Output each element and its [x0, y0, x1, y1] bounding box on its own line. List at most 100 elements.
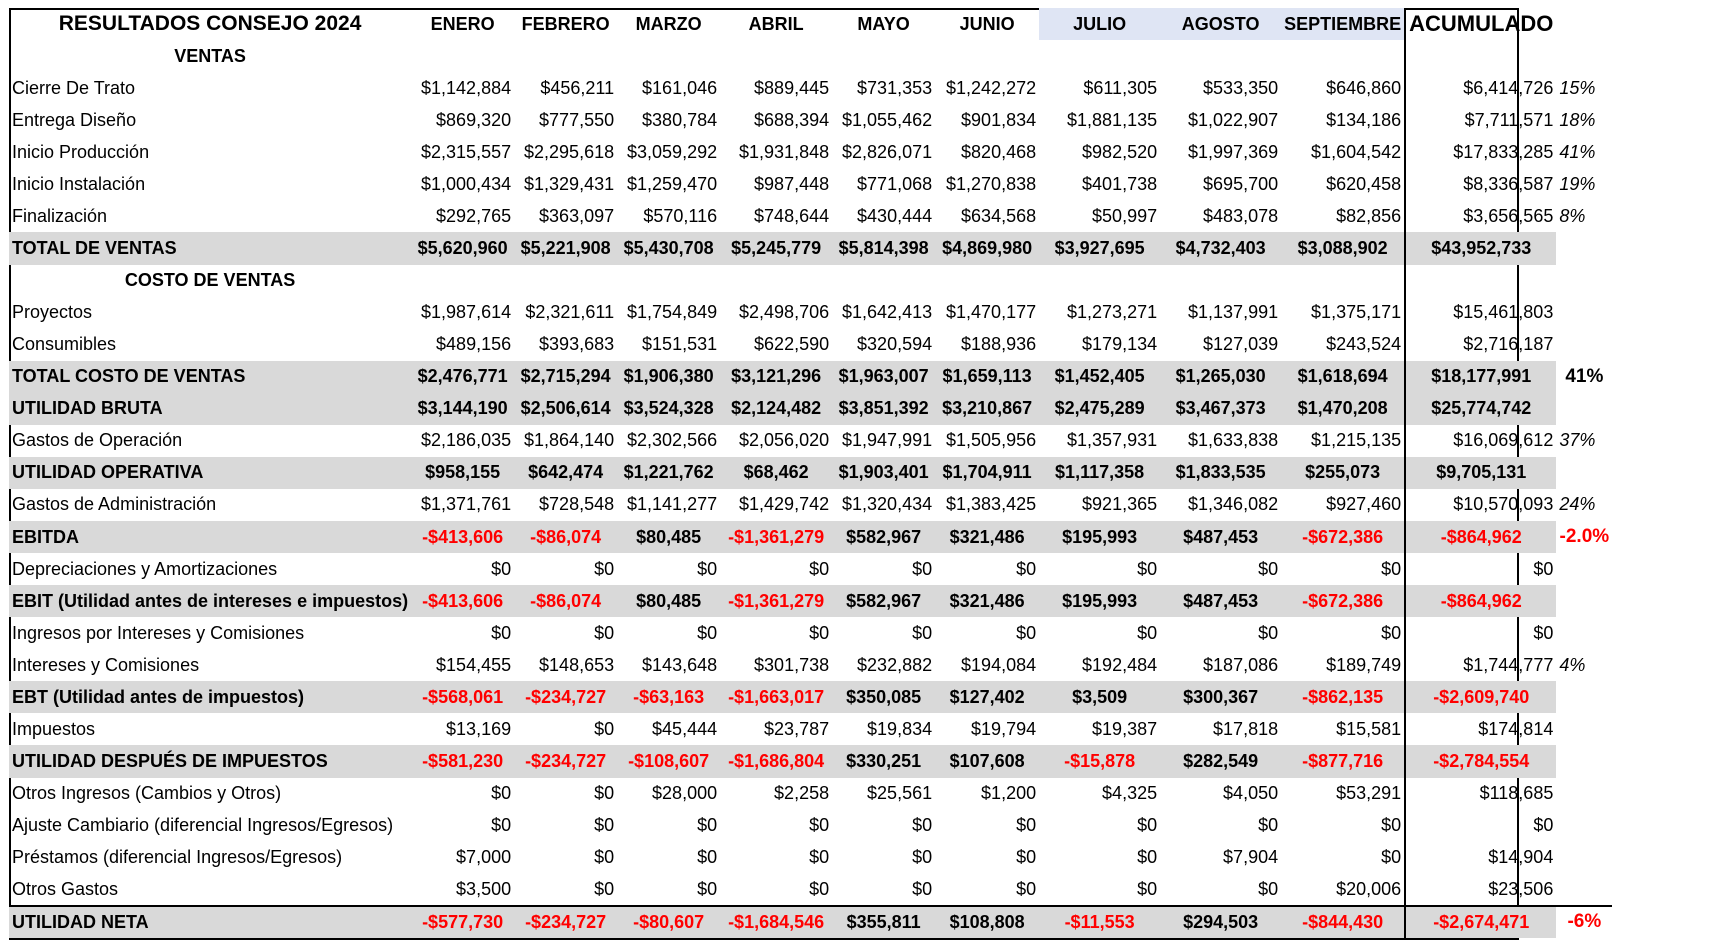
acumulado-value: $2,716,187 [1404, 328, 1557, 361]
percent-value: 24% [1559, 494, 1596, 515]
month-value: $134,186 [1326, 109, 1402, 130]
month-value: $255,073 [1281, 456, 1406, 489]
month-value: $0 [594, 718, 615, 739]
month-value: $127,039 [1203, 334, 1279, 355]
month-value: $0 [809, 815, 830, 836]
month-value: $0 [809, 847, 830, 868]
month-value: $0 [912, 622, 933, 643]
month-value: $3,851,392 [832, 392, 936, 425]
month-value: $7,000 [456, 847, 512, 868]
acumulado-value: $8,336,587 [1404, 168, 1557, 201]
month-value: $2,124,482 [720, 392, 833, 425]
month-value: $1,141,277 [627, 494, 718, 515]
month-value: $50,997 [1092, 205, 1158, 226]
percent-value [1556, 874, 1612, 906]
row-label: Intereses y Comisiones [12, 654, 200, 675]
acumulado-value: $14,904 [1404, 841, 1557, 874]
month-value: $0 [1016, 622, 1037, 643]
empty-cell [411, 265, 514, 297]
month-value: $1,273,271 [1067, 302, 1158, 323]
empty-cell [1556, 40, 1612, 72]
month-value: $487,453 [1160, 585, 1282, 618]
percent-value: 18% [1559, 109, 1596, 130]
percent-value [1556, 778, 1612, 810]
month-value: -$1,361,279 [720, 521, 833, 554]
empty-cell [1039, 265, 1160, 297]
month-value: $19,834 [867, 718, 933, 739]
month-value: $1,000,434 [421, 173, 512, 194]
month-value: $45,444 [652, 718, 718, 739]
month-value: $2,506,614 [514, 392, 618, 425]
month-value: $1,346,082 [1188, 494, 1279, 515]
total-row: TOTAL DE VENTAS $5,620,960 $5,221,908 $5,43… [9, 232, 1612, 265]
section-label: VENTAS [174, 45, 246, 66]
month-value: $1,429,742 [739, 494, 830, 515]
month-value: $393,683 [539, 334, 615, 355]
month-value: $0 [912, 558, 933, 579]
month-header-septiembre: SEPTIEMBRE [1281, 8, 1406, 41]
month-value: $82,856 [1336, 205, 1402, 226]
row-label: Consumibles [12, 334, 117, 355]
month-value: $80,485 [617, 585, 721, 618]
empty-cell [514, 40, 617, 72]
month-value: $2,295,618 [524, 141, 615, 162]
empty-cell [1404, 40, 1557, 73]
month-value: $1,642,413 [842, 302, 933, 323]
acumulado-value: $15,461,803 [1404, 296, 1557, 329]
month-value: $2,302,566 [627, 430, 718, 451]
table-row: Ingresos por Intereses y Comisiones $0 $0 $… [9, 617, 1612, 650]
month-value: $533,350 [1203, 77, 1279, 98]
month-value: -$86,074 [514, 521, 618, 554]
month-value: $582,967 [832, 521, 936, 554]
acumulado-value: $43,952,733 [1404, 232, 1557, 265]
empty-cell [720, 40, 832, 72]
empty-cell [832, 40, 935, 72]
acumulado-value: $18,177,991 [1404, 360, 1557, 393]
percent-value [1556, 713, 1612, 745]
month-value: $0 [697, 558, 718, 579]
month-value: $0 [1381, 847, 1402, 868]
month-value: -$234,727 [514, 904, 618, 938]
acumulado-value: $1,744,777 [1404, 649, 1557, 682]
month-value: $0 [491, 622, 512, 643]
table-row: Intereses y Comisiones $154,455 $148,653 $1… [9, 649, 1612, 682]
results-table: RESULTADOS CONSEJO 2024 ENERO FEBRERO MA… [9, 8, 1613, 938]
month-value: $1,259,470 [627, 173, 718, 194]
table-row: Consumibles $489,156 $393,683 $151,531 $622,… [9, 328, 1612, 361]
month-value: $151,531 [642, 334, 718, 355]
acumulado-value: $6,414,726 [1404, 72, 1557, 105]
percent-value [1556, 810, 1612, 842]
month-value: $1,963,007 [832, 360, 936, 393]
month-value: $2,826,071 [842, 141, 933, 162]
acumulado-value: $3,656,565 [1404, 200, 1557, 233]
month-value: -$862,135 [1281, 681, 1406, 714]
row-label: UTILIDAD OPERATIVA [9, 456, 412, 489]
empty-cell [720, 265, 832, 297]
month-value: $728,548 [539, 494, 615, 515]
month-value: -$63,163 [617, 681, 721, 714]
row-label: Gastos de Operación [12, 430, 183, 451]
month-value: $0 [1137, 622, 1158, 643]
acumulado-header: ACUMULADO [1404, 8, 1557, 41]
percent-value [1556, 617, 1612, 649]
month-value: -$234,727 [514, 745, 618, 778]
empty-cell [832, 265, 935, 297]
month-value: $0 [697, 815, 718, 836]
month-value: $1,270,838 [946, 173, 1037, 194]
percent-value [1556, 393, 1612, 425]
month-value: $820,468 [961, 141, 1037, 162]
month-value: $1,618,694 [1281, 360, 1406, 393]
month-value: $4,869,980 [935, 232, 1040, 265]
table-row: Proyectos $1,987,614 $2,321,611 $1,754,849 $… [9, 296, 1612, 329]
month-value: $430,444 [857, 205, 933, 226]
month-value: $282,549 [1160, 745, 1282, 778]
month-value: $1,659,113 [935, 360, 1040, 393]
acumulado-value: $174,814 [1404, 713, 1557, 746]
month-value: $380,784 [642, 109, 718, 130]
percent-value: 4% [1559, 654, 1586, 675]
acumulado-value: -$2,609,740 [1404, 681, 1557, 714]
month-value: $1,903,401 [832, 456, 936, 489]
row-label: Finalización [12, 205, 108, 226]
acumulado-value: $17,833,285 [1404, 136, 1557, 169]
month-value: $3,500 [456, 878, 512, 899]
